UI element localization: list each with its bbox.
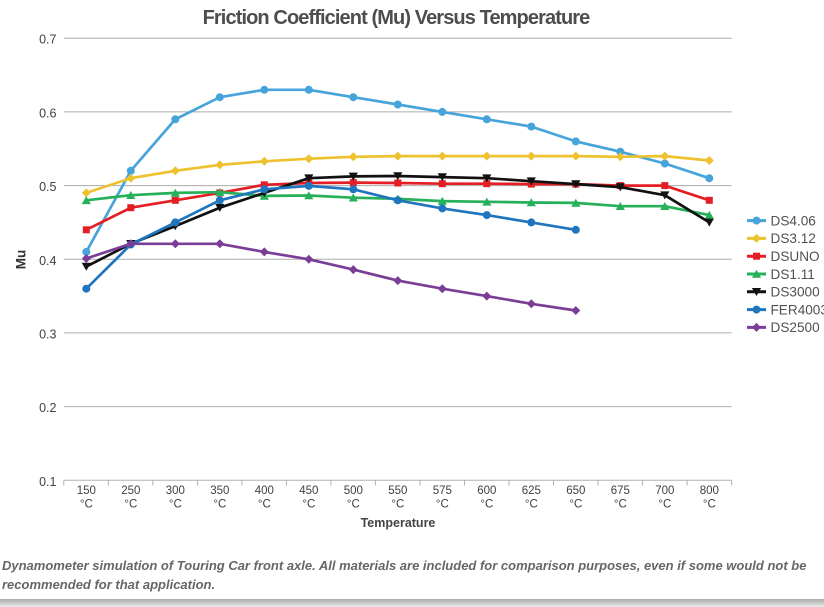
svg-text:°C: °C (258, 499, 271, 511)
svg-text:°C: °C (124, 499, 137, 511)
svg-text:°C: °C (614, 499, 627, 511)
svg-text:°C: °C (480, 499, 493, 511)
svg-text:FER4003: FER4003 (771, 302, 824, 317)
svg-text:°C: °C (302, 499, 315, 511)
svg-text:°C: °C (169, 499, 182, 511)
svg-text:0.1: 0.1 (39, 475, 56, 489)
svg-text:550: 550 (388, 485, 407, 497)
svg-text:Mu: Mu (14, 250, 29, 270)
svg-text:DSUNO: DSUNO (771, 249, 820, 264)
svg-text:DS4.06: DS4.06 (771, 213, 816, 228)
svg-text:DS2500: DS2500 (771, 320, 821, 335)
svg-text:°C: °C (658, 499, 671, 511)
svg-text:250: 250 (121, 485, 140, 497)
svg-text:800: 800 (700, 485, 719, 497)
svg-text:400: 400 (255, 485, 274, 497)
svg-text:DS3.12: DS3.12 (771, 231, 816, 246)
svg-text:700: 700 (655, 485, 674, 497)
svg-text:°C: °C (436, 499, 449, 511)
svg-text:500: 500 (344, 485, 363, 497)
svg-text:°C: °C (80, 499, 93, 511)
svg-text:0.6: 0.6 (39, 106, 56, 120)
svg-text:Temperature: Temperature (361, 516, 436, 530)
svg-text:°C: °C (525, 499, 538, 511)
svg-text:°C: °C (703, 499, 716, 511)
svg-text:Friction Coefficient (Mu) Vers: Friction Coefficient (Mu) Versus Tempera… (203, 7, 591, 29)
svg-text:300: 300 (166, 485, 185, 497)
svg-text:650: 650 (566, 485, 585, 497)
svg-text:0.3: 0.3 (39, 327, 56, 341)
svg-text:675: 675 (611, 485, 630, 497)
svg-text:450: 450 (299, 485, 318, 497)
svg-text:DS1.11: DS1.11 (771, 267, 815, 282)
svg-text:350: 350 (210, 485, 229, 497)
svg-text:0.5: 0.5 (39, 180, 56, 194)
svg-text:0.7: 0.7 (39, 33, 56, 47)
svg-text:600: 600 (477, 485, 496, 497)
svg-text:0.2: 0.2 (39, 401, 56, 415)
svg-text:575: 575 (433, 485, 452, 497)
svg-text:°C: °C (569, 499, 582, 511)
svg-text:150: 150 (77, 485, 96, 497)
svg-text:°C: °C (391, 499, 404, 511)
svg-text:DS3000: DS3000 (771, 285, 821, 300)
svg-text:°C: °C (213, 499, 226, 511)
svg-text:°C: °C (347, 499, 360, 511)
svg-text:625: 625 (522, 485, 541, 497)
svg-text:0.4: 0.4 (39, 254, 56, 268)
